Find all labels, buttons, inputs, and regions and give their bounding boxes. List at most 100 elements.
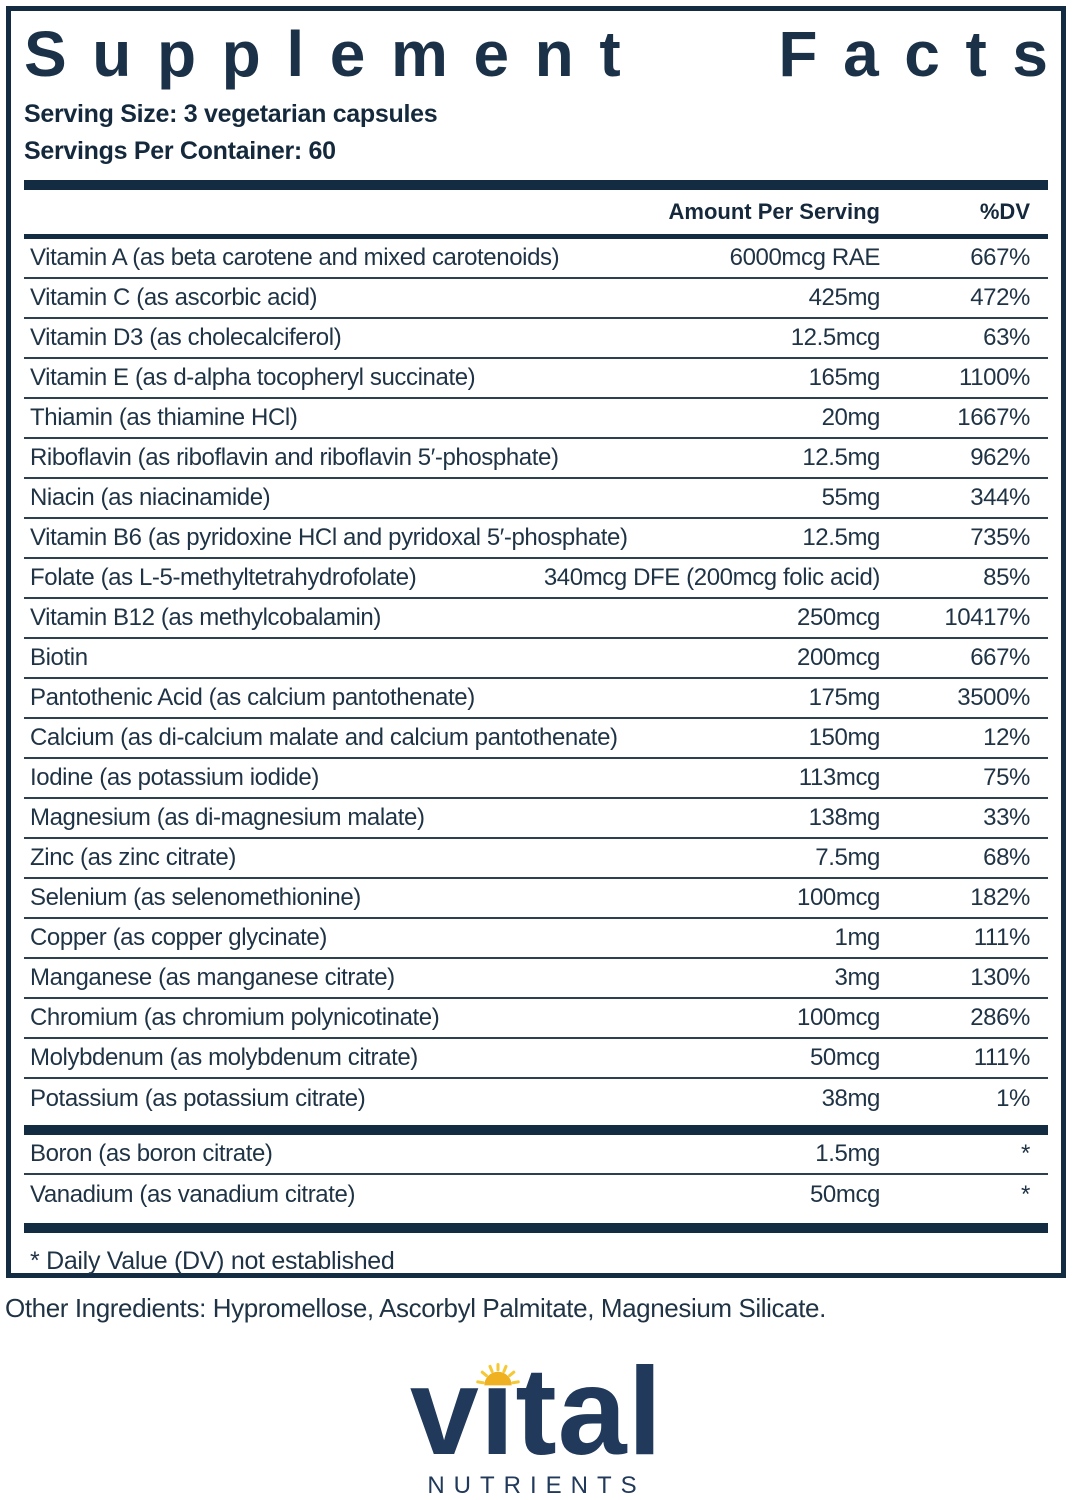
nutrient-name: Copper (as copper glycinate) (30, 924, 327, 952)
nutrient-row: Riboflavin (as riboflavin and riboflavin… (24, 439, 1048, 480)
nutrient-row: Niacin (as niacinamide) 55mg 344% (24, 479, 1048, 520)
nutrient-amount: 1mg (834, 924, 881, 952)
nutrient-name: Calcium (as di-calcium malate and calciu… (30, 724, 618, 752)
nutrient-amount: 425mg (808, 284, 881, 312)
nutrient-row: Vanadium (as vanadium citrate) 50mcg * (24, 1175, 1048, 1215)
nutrient-row: Thiamin (as thiamine HCl) 20mg 1667% (24, 399, 1048, 440)
nutrient-daily-value: 962% (970, 444, 1030, 472)
divider-bar-top (24, 180, 1048, 191)
nutrient-name: Vitamin E (as d-alpha tocopheryl succina… (30, 364, 476, 392)
nutrient-row: Selenium (as selenomethionine) 100mcg 18… (24, 879, 1048, 920)
nutrient-name: Riboflavin (as riboflavin and riboflavin… (30, 444, 559, 472)
nutrient-amount: 50mcg (809, 1044, 880, 1072)
daily-value-footnote: * Daily Value (DV) not established (30, 1247, 395, 1276)
logo-letter-v: v (409, 1343, 480, 1481)
nutrient-row: Boron (as boron citrate) 1.5mg * (24, 1135, 1048, 1176)
nutrient-row: Manganese (as manganese citrate) 3mg 130… (24, 959, 1048, 1000)
nutrient-amount: 100mcg (797, 884, 880, 912)
nutrient-name: Chromium (as chromium polynicotinate) (30, 1004, 440, 1032)
serving-size-text: Serving Size: 3 vegetarian capsules (24, 100, 438, 129)
nutrient-daily-value: 1667% (957, 404, 1030, 432)
nutrient-amount: 20mg (821, 404, 881, 432)
nutrient-daily-value: 10417% (944, 604, 1030, 632)
nutrient-daily-value: 1100% (959, 364, 1030, 392)
nutrient-row: Vitamin B12 (as methylcobalamin) 250mcg … (24, 599, 1048, 640)
nutrient-row: Copper (as copper glycinate) 1mg 111% (24, 919, 1048, 960)
servings-per-container-text: Servings Per Container: 60 (24, 137, 336, 166)
nutrient-daily-value: 111% (973, 1044, 1031, 1072)
nutrient-amount: 150mg (808, 724, 881, 752)
nutrient-daily-value: 68% (983, 844, 1030, 872)
nutrient-row: Calcium (as di-calcium malate and calciu… (24, 719, 1048, 760)
nutrient-name: Selenium (as selenomethionine) (30, 884, 361, 912)
panel-title-word-2: Facts (778, 18, 1073, 90)
nutrient-name: Thiamin (as thiamine HCl) (30, 404, 298, 432)
nutrient-daily-value: 3500% (957, 684, 1030, 712)
nutrient-daily-value: 1% (996, 1085, 1030, 1113)
nutrient-name: Vanadium (as vanadium citrate) (30, 1181, 356, 1209)
divider-bar-middle (24, 1125, 1048, 1136)
nutrient-row: Zinc (as zinc citrate) 7.5mg 68% (24, 839, 1048, 880)
nutrient-daily-value: 111% (973, 924, 1031, 952)
nutrient-daily-value: 63% (983, 324, 1030, 352)
panel-title-word-1: Supplement (24, 18, 647, 90)
nutrient-amount: 165mg (808, 364, 881, 392)
nutrient-amount: 38mg (821, 1085, 881, 1113)
nutrient-amount: 12.5mg (802, 444, 880, 472)
supplement-facts-panel: Supplement Facts Serving Size: 3 vegetar… (6, 6, 1066, 1278)
logo-wordmark: v ıtal (0, 1350, 1073, 1474)
nutrient-row: Chromium (as chromium polynicotinate) 10… (24, 999, 1048, 1040)
nutrient-daily-value: 33% (983, 804, 1030, 832)
nutrient-table-no-dv: Boron (as boron citrate) 1.5mg * Vanadiu… (24, 1135, 1048, 1215)
nutrient-row: Iodine (as potassium iodide) 113mcg 75% (24, 759, 1048, 800)
nutrient-daily-value: 130% (970, 964, 1030, 992)
logo-letter-i-wrap: ı (475, 1350, 520, 1474)
nutrient-amount: 7.5mg (815, 844, 880, 872)
nutrient-row: Vitamin B6 (as pyridoxine HCl and pyrido… (24, 519, 1048, 560)
nutrient-amount: 113mcg (798, 764, 881, 792)
nutrient-name: Iodine (as potassium iodide) (30, 764, 319, 792)
nutrient-name: Potassium (as potassium citrate) (30, 1085, 366, 1113)
nutrient-name: Vitamin B6 (as pyridoxine HCl and pyrido… (30, 524, 628, 552)
nutrient-table: Vitamin A (as beta carotene and mixed ca… (24, 239, 1048, 1119)
nutrient-daily-value: * (1021, 1140, 1030, 1168)
logo-letters-tal: tal (515, 1343, 664, 1481)
nutrient-amount: 340mcg DFE (200mcg folic acid) (543, 564, 881, 592)
logo-subtext: NUTRIENTS (427, 1472, 646, 1499)
nutrient-amount: 200mcg (797, 644, 880, 672)
nutrient-name: Magnesium (as di-magnesium malate) (30, 804, 425, 832)
nutrient-name: Zinc (as zinc citrate) (30, 844, 236, 872)
nutrient-daily-value: 667% (970, 244, 1030, 272)
nutrient-name: Vitamin C (as ascorbic acid) (30, 284, 318, 312)
nutrient-amount: 3mg (834, 964, 881, 992)
nutrient-row: Potassium (as potassium citrate) 38mg 1% (24, 1079, 1048, 1119)
nutrient-row: Vitamin D3 (as cholecalciferol) 12.5mcg … (24, 319, 1048, 360)
nutrient-amount: 1.5mg (815, 1140, 880, 1168)
nutrient-name: Biotin (30, 644, 88, 672)
nutrient-amount: 100mcg (797, 1004, 880, 1032)
divider-bar-bottom (24, 1223, 1048, 1234)
column-header-dv: %DV (979, 199, 1030, 225)
nutrient-daily-value: 472% (970, 284, 1030, 312)
nutrient-daily-value: 12% (983, 724, 1030, 752)
nutrient-daily-value: 344% (970, 484, 1030, 512)
nutrient-name: Vitamin B12 (as methylcobalamin) (30, 604, 381, 632)
nutrient-daily-value: 735% (970, 524, 1030, 552)
nutrient-name: Niacin (as niacinamide) (30, 484, 271, 512)
nutrient-daily-value: 286% (970, 1004, 1030, 1032)
nutrient-amount: 12.5mcg (790, 324, 881, 352)
nutrient-daily-value: 667% (970, 644, 1030, 672)
nutrient-row: Vitamin C (as ascorbic acid) 425mg 472% (24, 279, 1048, 320)
nutrient-row: Pantothenic Acid (as calcium pantothenat… (24, 679, 1048, 720)
nutrient-amount: 12.5mg (802, 524, 880, 552)
nutrient-name: Manganese (as manganese citrate) (30, 964, 395, 992)
nutrient-amount: 175mg (808, 684, 881, 712)
header-underline-bar (24, 234, 1048, 240)
column-header-amount: Amount Per Serving (668, 199, 880, 225)
nutrient-amount: 55mg (821, 484, 881, 512)
nutrient-amount: 250mcg (797, 604, 880, 632)
nutrient-row: Vitamin E (as d-alpha tocopheryl succina… (24, 359, 1048, 400)
nutrient-daily-value: 75% (983, 764, 1030, 792)
nutrient-amount: 138mg (808, 804, 881, 832)
nutrient-daily-value: 85% (983, 564, 1030, 592)
